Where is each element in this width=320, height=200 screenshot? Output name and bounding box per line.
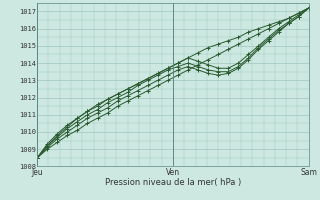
X-axis label: Pression niveau de la mer( hPa ): Pression niveau de la mer( hPa ) [105,178,241,187]
